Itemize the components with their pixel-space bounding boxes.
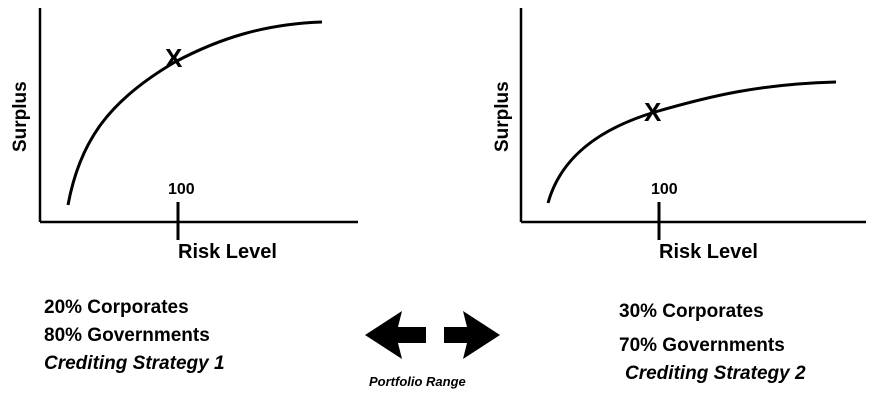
portfolio-range-arrows [365,311,500,359]
left-curve [66,20,323,206]
left-diagram: Surplus 100 Risk Level X [0,0,440,270]
right-axes [519,8,866,240]
right-mix-line-2: 70% Governments [619,335,785,356]
left-strategy: Crediting Strategy 1 [44,353,225,374]
right-strategy: Crediting Strategy 2 [625,363,806,384]
right-position-marker: X [644,97,662,127]
left-arrow-icon [365,311,426,359]
left-mix-line-2: 80% Governments [44,325,210,346]
portfolio-range-label: Portfolio Range [369,374,466,389]
left-x-label: Risk Level [178,241,277,263]
right-arrow-icon [444,311,500,359]
left-mix-line-1: 20% Corporates [44,297,189,318]
right-curve [546,80,837,204]
right-mix-line-1: 30% Corporates [619,301,764,322]
left-axes [38,8,358,240]
right-diagram: Surplus 100 Risk Level X [492,8,866,263]
right-portfolio-mix: 30% Corporates 70% Governments Crediting… [619,298,806,388]
right-y-label: Surplus [492,81,513,152]
right-tick-label: 100 [651,181,678,198]
right-x-label: Risk Level [659,241,758,263]
left-position-marker: X [165,43,183,73]
left-portfolio-mix: 20% Corporates 80% Governments Crediting… [44,294,225,378]
left-tick-label: 100 [168,181,195,198]
